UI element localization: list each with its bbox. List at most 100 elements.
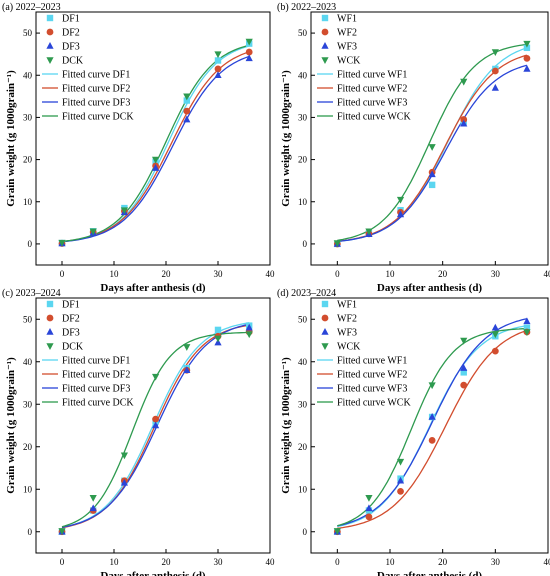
data-point <box>120 478 128 486</box>
y-tick-label: 50 <box>23 314 33 324</box>
legend-marker <box>46 14 54 22</box>
data-point <box>460 337 468 345</box>
y-tick-label: 40 <box>298 70 308 80</box>
legend-label: DF1 <box>62 14 80 25</box>
data-point <box>214 335 222 343</box>
y-tick-label: 10 <box>298 484 308 494</box>
legend-marker <box>46 57 54 64</box>
x-tick-label: 30 <box>491 269 501 279</box>
x-tick-label: 0 <box>60 557 65 567</box>
legend-label: Fitted curve DCK <box>62 112 134 123</box>
y-tick-label: 50 <box>298 28 308 38</box>
data-point <box>365 494 373 502</box>
legend-label: Fitted curve DF2 <box>62 84 130 95</box>
data-point <box>460 364 468 371</box>
data-point <box>428 436 436 444</box>
y-tick-label: 0 <box>28 239 33 249</box>
data-point <box>428 382 436 390</box>
data-point <box>523 44 531 52</box>
legend-marker <box>321 314 329 322</box>
y-tick-label: 20 <box>23 155 33 165</box>
panel-3: 0 10 20 30 40 0 10 20 30 40 50 Days after anthesis … <box>2 288 275 576</box>
legend-label: Fitted curve WF2 <box>337 84 407 95</box>
legend-marker <box>321 328 329 335</box>
data-point <box>214 65 222 73</box>
panel-label: (b) 2022–2023 <box>277 2 336 13</box>
legend-label: Fitted curve WF3 <box>337 384 407 395</box>
data-point <box>491 83 499 91</box>
legend-marker <box>321 42 329 49</box>
y-tick-label: 30 <box>298 399 308 409</box>
x-tick-label: 20 <box>438 557 448 567</box>
x-tick-label: 20 <box>162 557 172 567</box>
data-point <box>428 170 436 178</box>
data-point <box>491 67 499 75</box>
legend-label: DF3 <box>62 328 80 339</box>
y-tick-label: 40 <box>23 70 33 80</box>
panel-1: 0 10 20 30 40 0 10 20 30 40 50 Days after anthesis … <box>2 2 275 294</box>
data-point <box>460 119 468 127</box>
legend-label: Fitted curve DCK <box>62 398 134 409</box>
legend-marker <box>321 28 329 36</box>
data-point <box>365 228 373 236</box>
legend-label: DCK <box>62 56 84 67</box>
legend-label: Fitted curve DF3 <box>62 98 130 109</box>
panel-label: (d) 2023–2024 <box>277 288 336 299</box>
x-tick-label: 10 <box>386 269 396 279</box>
x-tick-label: 20 <box>162 269 172 279</box>
x-tick-label: 10 <box>110 557 120 567</box>
legend-label: Fitted curve WF1 <box>337 70 407 81</box>
legend-marker <box>46 314 54 322</box>
data-point <box>89 494 97 502</box>
x-axis-label: Days after anthesis (d) <box>377 570 483 576</box>
data-point <box>365 513 373 521</box>
data-point <box>523 40 531 48</box>
y-tick-label: 50 <box>23 28 33 38</box>
legend-marker <box>321 14 329 22</box>
data-point <box>460 381 468 389</box>
legend-label: WF3 <box>337 42 357 53</box>
plot-frame <box>310 11 549 266</box>
data-point <box>491 49 499 57</box>
legend-label: DF3 <box>62 42 80 53</box>
y-tick-label: 10 <box>298 197 308 207</box>
data-point <box>396 196 405 204</box>
legend-marker <box>321 300 329 308</box>
y-tick-label: 20 <box>23 442 33 452</box>
legend-label: Fitted curve DF2 <box>62 370 130 381</box>
data-point <box>491 323 499 331</box>
data-point <box>523 54 531 62</box>
legend-marker <box>46 42 54 49</box>
data-point <box>491 347 499 355</box>
data-point <box>152 373 160 381</box>
data-point <box>460 78 468 86</box>
legend-marker <box>46 328 54 335</box>
legend-label: DF2 <box>62 28 80 39</box>
data-point <box>428 144 436 151</box>
data-point <box>245 48 253 56</box>
legend-label: Fitted curve DF1 <box>62 356 130 367</box>
data-point <box>245 331 253 339</box>
x-tick-label: 30 <box>214 557 224 567</box>
plot-frame <box>310 297 549 554</box>
data-point <box>396 458 405 466</box>
y-axis-label: Grain weight (g 1000grain⁻¹) <box>280 357 292 494</box>
y-axis-label: Grain weight (g 1000grain⁻¹) <box>5 357 17 494</box>
x-axis-label: Days after anthesis (d) <box>100 570 206 576</box>
legend-label: Fitted curve DF1 <box>62 70 130 81</box>
legend-label: WF1 <box>337 300 357 311</box>
legend-label: WCK <box>337 56 361 67</box>
data-point <box>183 115 191 123</box>
data-point <box>152 164 160 171</box>
data-point <box>245 54 253 62</box>
x-tick-label: 0 <box>60 269 65 279</box>
y-tick-label: 20 <box>298 155 308 165</box>
data-point <box>428 413 436 420</box>
legend-label: WF2 <box>337 28 357 39</box>
x-tick-label: 30 <box>491 557 501 567</box>
plot-frame <box>35 11 271 266</box>
data-point <box>58 239 66 247</box>
legend-label: Fitted curve WF2 <box>337 370 407 381</box>
y-tick-label: 40 <box>298 357 308 367</box>
x-tick-label: 0 <box>335 557 340 567</box>
